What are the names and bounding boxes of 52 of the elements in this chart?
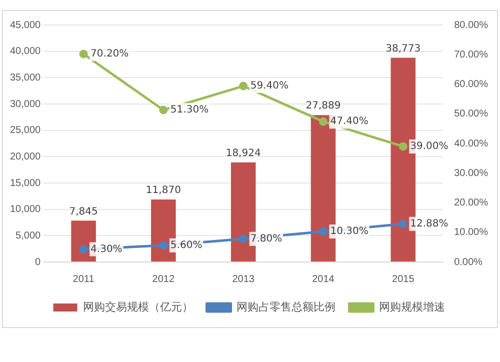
data-label: 4.30% [90,244,122,255]
data-label: 11,870 [146,185,181,196]
y2-tick-label: 30.00% [454,168,488,179]
point [159,106,168,114]
x-tick-label: 2011 [72,274,95,285]
point [398,220,408,228]
y2-tick-label: 80.00% [454,20,488,31]
y2-tick-label: 70.00% [454,49,488,60]
y-tick-label: 25,000 [10,125,42,136]
y-tick-label: 10,000 [10,204,42,216]
point [79,245,88,254]
y-tick-label: 40,000 [10,46,42,58]
x-tick-label: 2014 [312,274,335,285]
x-tick-label: 2015 [392,274,415,285]
y2-tick-label: 0.00% [454,256,483,268]
y2-tick-label: 40.00% [454,138,488,150]
data-label: 18,924 [226,148,261,159]
legend-label: 网购交易规模（亿元） [82,300,193,314]
data-label: 27,889 [306,100,341,112]
point [239,82,248,90]
point [159,241,168,250]
point [318,117,328,126]
y-tick-label: 5,000 [16,230,42,242]
y2-tick-label: 20.00% [454,198,488,208]
y-tick-label: 30,000 [10,98,42,110]
x-tick-label: 2013 [232,274,255,285]
y2-tick-label: 50.00% [454,108,488,120]
y-tick-label: 45,000 [10,20,42,31]
y-tick-label: 0 [35,256,42,268]
point [79,50,88,58]
data-label: 5.60% [170,240,202,252]
data-label: 38,773 [386,43,421,54]
legend-label: 网购占零售总额比例 [236,300,336,314]
data-label: 7.80% [250,233,282,244]
legend-label: 网购规模增速 [378,300,445,314]
data-label: 12.88% [410,218,448,230]
data-label: 59.40% [250,80,288,92]
point [239,234,248,244]
y2-tick-label: 10.00% [454,227,488,238]
data-label: 39.00% [410,141,448,152]
y-tick-label: 35,000 [10,72,42,84]
data-label: 10.30% [330,226,368,238]
data-label: 47.40% [330,116,368,128]
y-tick-label: 15,000 [10,178,42,189]
data-label: 51.30% [170,104,209,116]
point [398,142,408,151]
x-tick-label: 2012 [152,274,175,285]
point [318,227,328,236]
data-label: 7,845 [69,206,98,218]
y2-tick-label: 60.00% [454,79,488,90]
data-label: 70.20% [90,48,129,60]
y-tick-label: 20,000 [10,151,42,162]
